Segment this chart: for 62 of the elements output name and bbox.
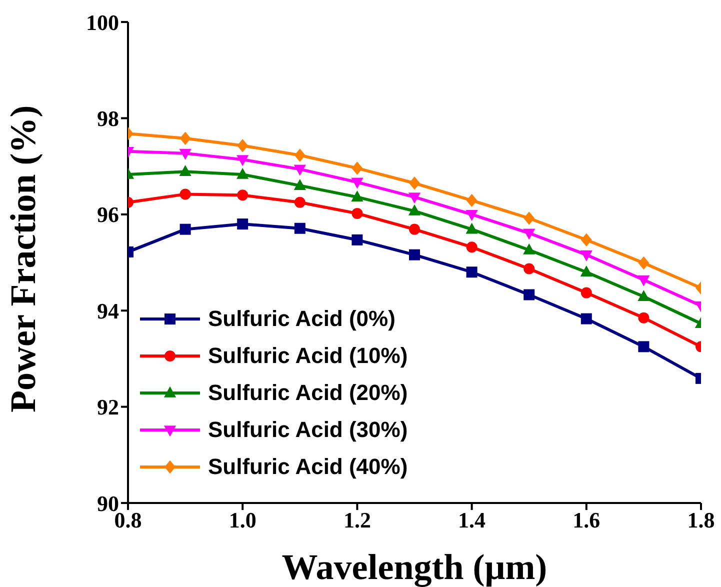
point xyxy=(352,208,363,219)
x-tick-label: 1.0 xyxy=(228,508,256,533)
point xyxy=(352,162,363,175)
point xyxy=(236,168,249,179)
point xyxy=(236,155,249,166)
point xyxy=(638,290,650,302)
point xyxy=(466,210,478,221)
point xyxy=(352,234,363,246)
x-tick-label: 1.6 xyxy=(572,508,600,533)
point xyxy=(638,312,650,324)
point xyxy=(638,256,650,270)
y-tick-label: 94 xyxy=(97,298,119,324)
point xyxy=(580,313,592,324)
point xyxy=(638,275,650,286)
point xyxy=(524,289,535,300)
point xyxy=(409,224,420,235)
point xyxy=(237,218,248,230)
x-tick-label: 1.2 xyxy=(343,508,371,533)
point xyxy=(524,212,535,225)
point xyxy=(408,192,421,204)
point xyxy=(351,190,364,202)
point xyxy=(580,233,592,246)
x-tick-label: 1.4 xyxy=(458,508,486,533)
point xyxy=(466,266,478,278)
point xyxy=(580,250,592,262)
x-tick-label: 1.8 xyxy=(687,508,715,533)
legend-label: Sulfuric Acid (10%) xyxy=(208,342,408,368)
y-tick-label: 98 xyxy=(97,106,119,132)
point xyxy=(409,176,420,190)
point xyxy=(466,194,478,208)
legend-label: Sulfuric Acid (40%) xyxy=(208,454,408,480)
point xyxy=(179,164,192,176)
legend-label: Sulfuric Acid (30%) xyxy=(208,416,408,442)
y-tick-label: 100 xyxy=(86,10,119,35)
point xyxy=(179,148,192,160)
point xyxy=(524,263,535,274)
point xyxy=(638,341,650,352)
point xyxy=(523,243,536,254)
point xyxy=(180,188,191,200)
point xyxy=(580,287,592,298)
point xyxy=(237,139,248,152)
point xyxy=(294,164,306,176)
point xyxy=(409,249,420,260)
point xyxy=(408,204,421,216)
point xyxy=(466,242,478,253)
point xyxy=(180,132,191,145)
x-axis-title: Wavelength (μm) xyxy=(282,547,548,587)
y-tick-label: 96 xyxy=(97,202,119,228)
y-tick-label: 92 xyxy=(97,394,119,420)
point xyxy=(294,148,306,162)
point xyxy=(180,224,191,235)
legend-label: Sulfuric Acid (20%) xyxy=(208,380,408,406)
point xyxy=(294,178,306,190)
point xyxy=(294,196,306,208)
point xyxy=(580,266,592,277)
point xyxy=(466,222,478,234)
legend-label: Sulfuric Acid (0%) xyxy=(208,306,396,332)
y-axis-title: Power Fraction (%) xyxy=(2,105,43,412)
point xyxy=(237,190,248,201)
point xyxy=(294,222,306,234)
point xyxy=(523,228,536,240)
point xyxy=(351,178,364,189)
